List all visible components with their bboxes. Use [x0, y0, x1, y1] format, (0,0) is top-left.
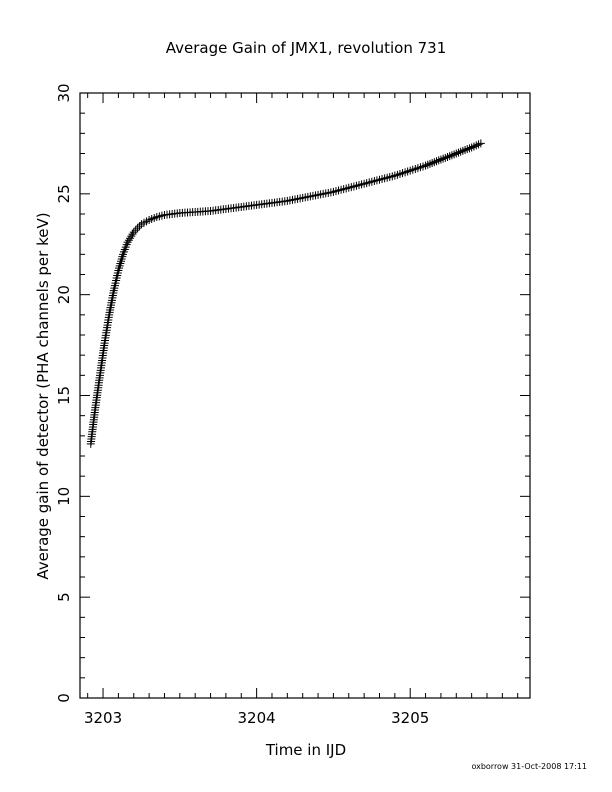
y-tick-label: 0: [55, 693, 73, 703]
y-tick-label: 15: [55, 386, 73, 405]
tick-labels: 0 5 10 15 20 25 30 3203 3204 3205: [55, 83, 429, 727]
data-point-marker: [127, 232, 136, 241]
x-axis-label: Time in IJD: [265, 741, 346, 759]
x-tick-label: 3204: [238, 709, 276, 727]
axis-ticks: [80, 92, 530, 699]
footer-credit: oxborrow 31-Oct-2008 17:11: [471, 762, 587, 771]
data-point-marker: [135, 222, 144, 231]
chart-title: Average Gain of JMX1, revolution 731: [166, 39, 447, 57]
data-point-marker: [133, 224, 142, 233]
data-point-marker: [124, 236, 133, 245]
data-point-marker: [476, 139, 485, 148]
y-tick-label: 5: [55, 592, 73, 602]
x-tick-label: 3205: [391, 709, 429, 727]
y-axis-label: Average gain of detector (PHA channels p…: [34, 212, 52, 579]
data-point-marker: [123, 238, 132, 247]
x-tick-label: 3203: [84, 709, 122, 727]
y-tick-label: 25: [55, 184, 73, 203]
data-points: [86, 139, 485, 448]
plot-frame: [79, 92, 531, 699]
data-point-marker: [131, 226, 140, 235]
data-point-marker: [128, 230, 137, 239]
y-tick-label: 30: [55, 83, 73, 102]
y-tick-label: 20: [55, 285, 73, 304]
y-tick-label: 10: [55, 487, 73, 506]
data-point-marker: [126, 234, 135, 243]
data-point-marker: [129, 228, 138, 237]
